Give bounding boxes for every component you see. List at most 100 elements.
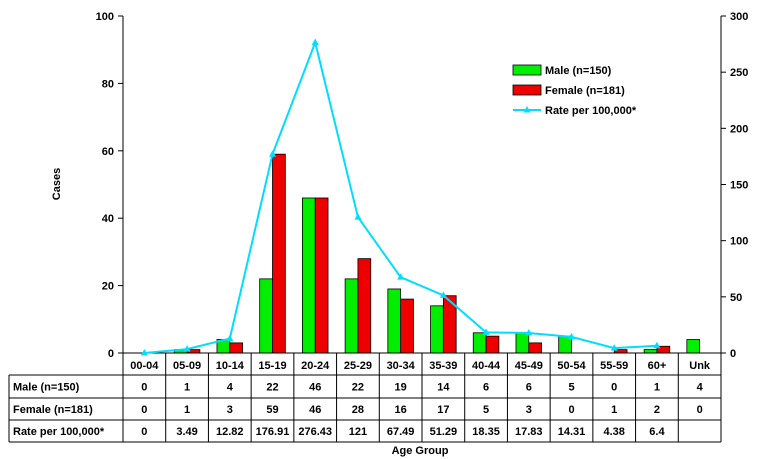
rate-point <box>183 345 191 352</box>
table-cell: 5 <box>568 382 574 394</box>
category-label: 45-49 <box>515 360 543 372</box>
y2-tick-label: 200 <box>730 123 748 135</box>
bar-female <box>400 298 414 354</box>
table-cell: 5 <box>483 404 489 416</box>
table-cell: 19 <box>395 382 407 394</box>
table-cell: 3 <box>526 404 532 416</box>
bar-male <box>686 339 701 354</box>
table-cell: 17.83 <box>515 426 543 438</box>
rate-point <box>653 341 661 349</box>
category-label: 05-09 <box>173 360 201 372</box>
category-label: 50-54 <box>557 360 586 372</box>
table-cell: 17 <box>437 404 449 416</box>
bar-male <box>643 349 658 354</box>
table-cell: 3 <box>227 404 233 416</box>
y2-tick-label: 50 <box>730 292 742 304</box>
y-axis-right: 0 50 100 150 200 250 300 <box>720 11 748 360</box>
table-cell: 2 <box>654 404 660 416</box>
table-cell: 28 <box>352 404 364 416</box>
x-axis-title: Age Group <box>392 445 449 457</box>
table-row-header: Female (n=181) <box>13 404 93 416</box>
table-cell: 22 <box>352 382 364 394</box>
category-label: 25-29 <box>344 360 372 372</box>
bar-male <box>259 278 273 354</box>
rate-point <box>140 349 148 356</box>
category-labels: 00-04 05-09 10-14 15-19 20-24 25-29 30-34 35-39… <box>130 360 711 372</box>
y-axis-title: Cases <box>51 168 63 200</box>
y-tick-label: 40 <box>102 213 114 225</box>
category-label: 15-19 <box>258 360 286 372</box>
category-label: Unk <box>689 360 711 372</box>
table-cell: 16 <box>395 404 407 416</box>
table-cell: 121 <box>349 426 367 438</box>
y-tick-label: 20 <box>102 281 114 293</box>
rate-point <box>525 328 533 336</box>
table-cell: 59 <box>266 404 278 416</box>
bar-male <box>515 332 530 354</box>
table-cell: 46 <box>309 404 321 416</box>
table-cell: 6 <box>526 382 532 394</box>
table-cell: 6 <box>483 382 489 394</box>
bar-female <box>314 197 329 354</box>
legend-marker <box>523 106 531 113</box>
y2-tick-label: 150 <box>730 180 748 192</box>
legend-label: Male (n=150) <box>545 65 612 77</box>
table-cell: 176.91 <box>256 426 290 438</box>
table-cell: 6.4 <box>649 426 665 438</box>
bar-male <box>430 305 444 354</box>
table-cell: 4 <box>227 382 234 394</box>
rate-line <box>140 38 661 356</box>
bar-female <box>272 153 286 354</box>
legend-label: Female (n=181) <box>545 85 625 97</box>
category-label: 00-04 <box>130 360 159 372</box>
legend: Male (n=150) Female (n=181) Rate per 100,0… <box>512 64 637 117</box>
y2-tick-label: 250 <box>730 67 748 79</box>
legend-swatch <box>512 84 542 96</box>
table-cell: 0 <box>697 404 703 416</box>
legend-swatch <box>512 64 542 76</box>
bar-male <box>472 332 487 354</box>
table-cell: 276.43 <box>298 426 332 438</box>
y2-tick-label: 0 <box>730 348 736 360</box>
category-label: 10-14 <box>216 360 245 372</box>
table-cell: 0 <box>611 382 617 394</box>
rate-point <box>568 332 575 340</box>
bars <box>123 153 721 354</box>
y-tick-label: 60 <box>102 146 114 158</box>
y2-tick-label: 300 <box>730 11 748 23</box>
category-label: 30-34 <box>387 360 416 372</box>
y-axis-left: 0 20 40 60 80 100 <box>96 11 124 360</box>
rate-point <box>482 328 490 335</box>
rate-point <box>439 291 447 298</box>
table-cell: 0 <box>141 426 147 438</box>
table-cell: 0 <box>141 404 147 416</box>
category-label: 60+ <box>648 360 667 372</box>
table-cell: 1 <box>184 404 190 416</box>
y-tick-label: 100 <box>96 11 114 23</box>
bar-male <box>344 278 359 354</box>
rate-point <box>269 150 276 157</box>
legend-label: Rate per 100,000* <box>545 105 637 117</box>
table-cell: 12.82 <box>216 426 244 438</box>
rate-point <box>610 344 618 351</box>
table-cell: 1 <box>611 404 617 416</box>
table-cell: 46 <box>309 382 321 394</box>
table-cell: 3.49 <box>176 426 197 438</box>
table-cell: 18.35 <box>472 426 500 438</box>
table-cell: 1 <box>654 382 660 394</box>
table-row-header: Male (n=150) <box>13 382 80 394</box>
table-cell: 14.31 <box>558 426 586 438</box>
bar-female <box>229 342 244 354</box>
bar-male <box>387 288 402 354</box>
bar-female <box>528 342 542 354</box>
bar-male <box>301 197 316 354</box>
rate-point <box>397 273 405 280</box>
rate-point <box>354 213 362 220</box>
table-cell: 1 <box>184 382 190 394</box>
category-label: 20-24 <box>301 360 330 372</box>
rate-point <box>311 38 319 45</box>
table-cell: 0 <box>141 382 147 394</box>
category-label: 55-59 <box>600 360 628 372</box>
